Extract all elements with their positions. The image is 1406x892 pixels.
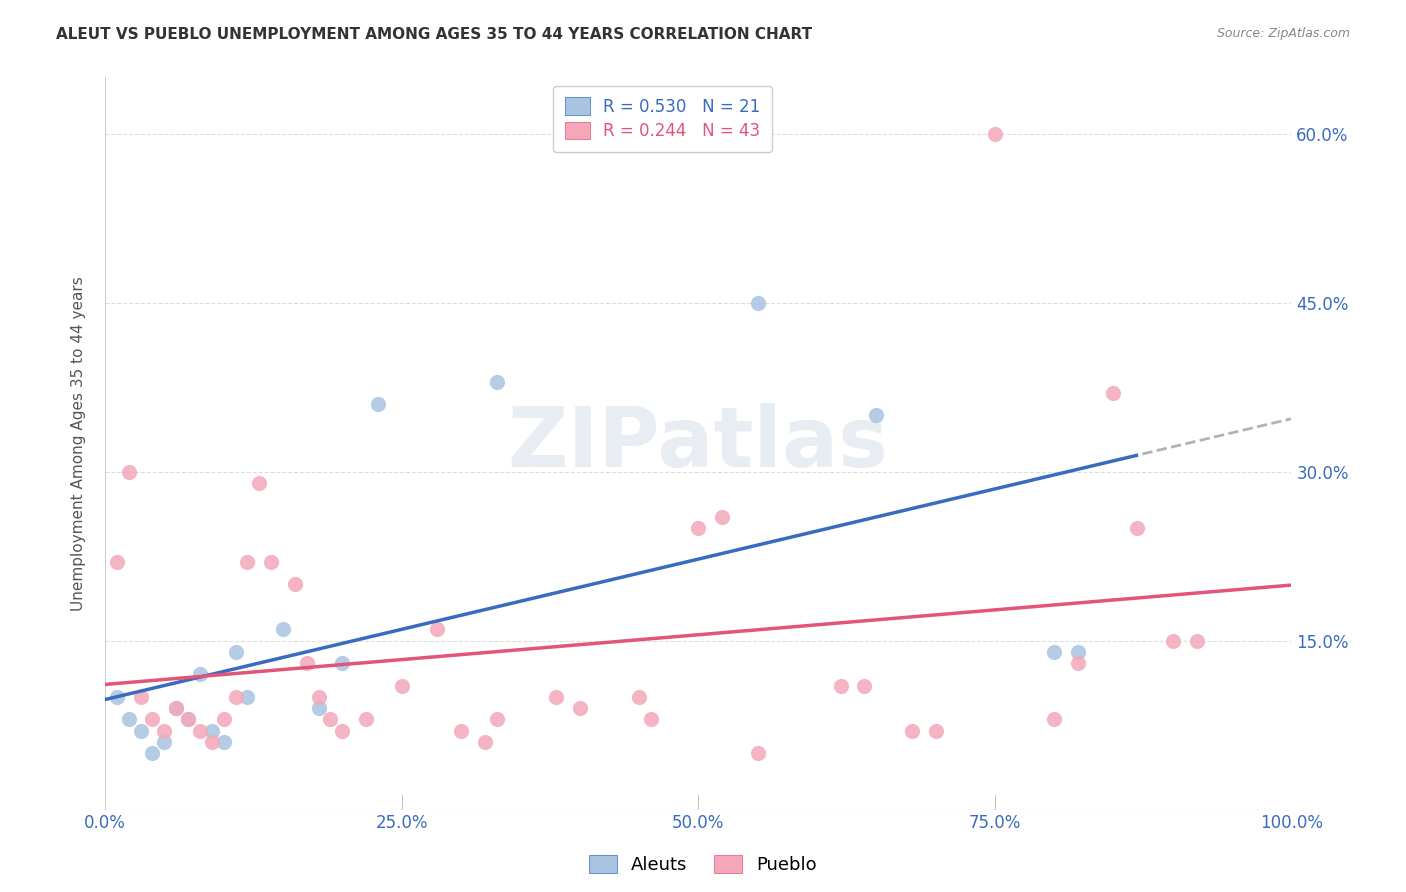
Point (284, 577, 307, 591)
Point (450, 723, 472, 738)
Text: ALEUT VS PUEBLO UNEMPLOYMENT AMONG AGES 35 TO 44 YEARS CORRELATION CHART: ALEUT VS PUEBLO UNEMPLOYMENT AMONG AGES … (56, 27, 813, 42)
Point (354, 713, 377, 727)
Point (105, 555, 128, 569)
Text: ZIPatlas: ZIPatlas (508, 403, 889, 484)
Point (485, 713, 508, 727)
Point (1043, 713, 1066, 727)
Y-axis label: Unemployment Among Ages 35 to 44 years: Unemployment Among Ages 35 to 44 years (72, 277, 86, 611)
Point (188, 723, 211, 738)
Point (141, 713, 163, 727)
Point (853, 679, 876, 693)
Point (865, 409, 887, 423)
Point (177, 713, 200, 727)
Point (236, 555, 259, 569)
Point (129, 723, 152, 738)
Point (224, 690, 246, 704)
Point (188, 667, 211, 681)
Point (627, 690, 650, 704)
Point (129, 690, 152, 704)
Point (830, 679, 852, 693)
Point (308, 701, 330, 715)
Point (153, 735, 176, 749)
Point (201, 723, 224, 738)
Point (260, 555, 283, 569)
Point (247, 475, 270, 490)
Point (710, 509, 733, 524)
Point (141, 746, 163, 760)
Point (165, 701, 187, 715)
Point (1102, 385, 1125, 400)
Point (984, 127, 1007, 141)
Point (367, 397, 389, 411)
Text: Source: ZipAtlas.com: Source: ZipAtlas.com (1216, 27, 1350, 40)
Point (118, 713, 141, 727)
Point (308, 690, 330, 704)
Point (485, 375, 508, 389)
Point (426, 623, 449, 637)
Point (544, 690, 567, 704)
Point (212, 713, 235, 727)
Point (295, 656, 318, 670)
Point (236, 690, 259, 704)
Legend: Aleuts, Pueblo: Aleuts, Pueblo (581, 846, 825, 883)
Point (900, 723, 922, 738)
Point (1043, 645, 1066, 659)
Point (153, 723, 176, 738)
Point (271, 623, 294, 637)
Point (1185, 633, 1208, 648)
Point (688, 521, 710, 535)
Point (330, 656, 353, 670)
Point (177, 713, 200, 727)
Point (201, 735, 224, 749)
Point (165, 701, 187, 715)
Point (640, 713, 662, 727)
Point (568, 701, 591, 715)
Point (1067, 656, 1090, 670)
Point (118, 465, 141, 479)
Point (224, 645, 246, 659)
Point (924, 723, 946, 738)
Point (1161, 633, 1184, 648)
Point (747, 295, 769, 310)
Legend: R = 0.530   N = 21, R = 0.244   N = 43: R = 0.530 N = 21, R = 0.244 N = 43 (553, 86, 772, 153)
Point (391, 679, 413, 693)
Point (747, 746, 769, 760)
Point (1067, 645, 1090, 659)
Point (319, 713, 342, 727)
Point (212, 735, 235, 749)
Point (105, 690, 128, 704)
Point (330, 723, 353, 738)
Point (1126, 521, 1149, 535)
Point (474, 735, 496, 749)
